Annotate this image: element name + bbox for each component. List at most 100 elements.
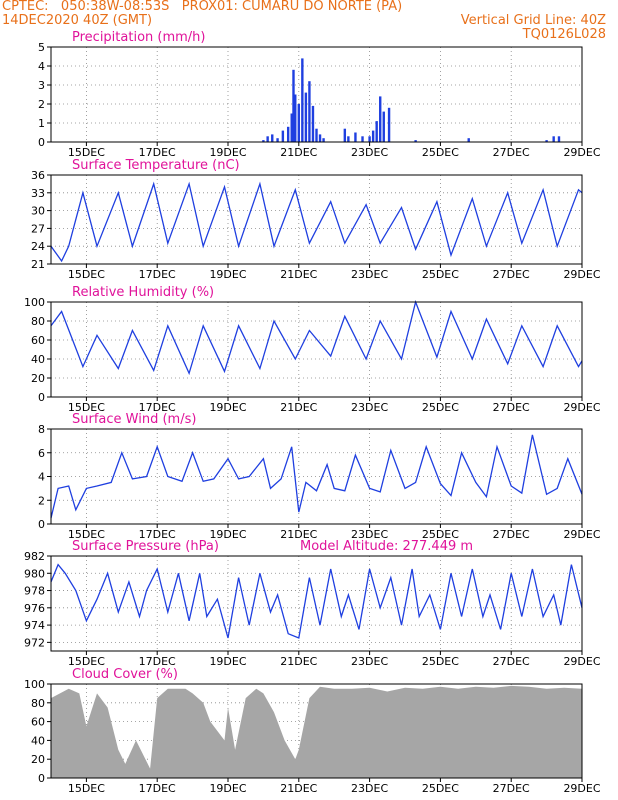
rh-frame	[50, 301, 583, 398]
temp-ytick-label: 27	[31, 222, 45, 235]
precip-bar	[297, 104, 300, 142]
wind-ytick-label: 2	[38, 494, 45, 507]
precip-bar	[368, 136, 371, 142]
cloud-xtick-label: 25DEC	[422, 782, 459, 795]
cloud-ytick-label: 20	[31, 753, 45, 766]
wind-ytick-label: 0	[38, 518, 45, 531]
rh-title: Relative Humidity (%)	[72, 285, 214, 300]
precip-xtick-label: 17DEC	[139, 146, 176, 159]
temp-series-line	[50, 181, 583, 263]
precip-bar	[262, 140, 265, 142]
press-title: Surface Pressure (hPa)	[72, 539, 219, 554]
rh-series-line	[50, 299, 583, 376]
precip-bar	[557, 136, 561, 142]
precip-ytick-label: 3	[38, 79, 45, 92]
precip-bar	[379, 96, 382, 142]
cloud-xtick-label: 23DEC	[351, 782, 388, 795]
temp-xtick-label: 27DEC	[493, 268, 530, 281]
precip-bar	[382, 111, 385, 142]
rh-xtick-label: 23DEC	[351, 401, 388, 414]
press-xtick-label: 17DEC	[139, 655, 176, 668]
cloud-ytick-label: 0	[38, 772, 45, 785]
precip-bar	[387, 107, 391, 142]
header-model-code: TQ0126L028	[522, 27, 606, 42]
cloud-ytick-label: 100	[24, 678, 45, 691]
wind-xtick-label: 21DEC	[280, 528, 317, 541]
press-series-line	[50, 563, 583, 639]
press-ytick-label: 972	[24, 636, 45, 649]
press-ytick-label: 980	[24, 567, 45, 580]
rh-ytick-label: 20	[31, 372, 45, 385]
precip-bar	[276, 138, 279, 142]
press-xtick-label: 23DEC	[351, 655, 388, 668]
temp-title: Surface Temperature (nC)	[72, 158, 240, 173]
temp-ytick-label: 30	[31, 205, 45, 218]
precip-xtick-label: 23DEC	[351, 146, 388, 159]
wind-ytick-label: 8	[38, 423, 45, 436]
temp-ytick-label: 36	[31, 169, 45, 182]
header-date: 14DEC2020 40Z (GMT)	[2, 13, 153, 28]
precip-bar	[281, 130, 285, 142]
precip-xtick-label: 25DEC	[422, 146, 459, 159]
precip-ytick-label: 2	[38, 98, 45, 111]
precip-ytick-label: 5	[38, 41, 45, 54]
precip-xtick-label: 15DEC	[68, 146, 105, 159]
precip-ytick-label: 0	[38, 136, 45, 149]
cloud-xtick-label: 29DEC	[563, 782, 600, 795]
press-xtick-label: 27DEC	[493, 655, 530, 668]
header-grid-note: Vertical Grid Line: 40Z	[460, 13, 606, 28]
precip-bar	[266, 136, 269, 142]
precip-bar	[271, 134, 274, 142]
precip-bar	[375, 121, 378, 142]
rh-xtick-label: 25DEC	[422, 401, 459, 414]
cloud-ytick-label: 40	[31, 734, 45, 747]
press-xtick-label: 15DEC	[68, 655, 105, 668]
temp-xtick-label: 29DEC	[563, 268, 600, 281]
rh-ytick-label: 40	[31, 353, 45, 366]
wind-xtick-label: 23DEC	[351, 528, 388, 541]
temp-xtick-label: 21DEC	[280, 268, 317, 281]
precip-xtick-label: 29DEC	[563, 146, 600, 159]
rh-xtick-label: 27DEC	[493, 401, 530, 414]
cloud-title: Cloud Cover (%)	[72, 667, 178, 682]
rh-xtick-label: 17DEC	[139, 401, 176, 414]
precip-bar	[414, 140, 417, 142]
precip-bar	[318, 134, 322, 142]
precip-xtick-label: 19DEC	[209, 146, 246, 159]
rh-xtick-label: 21DEC	[280, 401, 317, 414]
precip-bar	[361, 136, 364, 142]
cloud-xtick-label: 19DEC	[209, 782, 246, 795]
temp-frame	[50, 174, 583, 265]
temp-xtick-label: 17DEC	[139, 268, 176, 281]
precip-bar	[292, 69, 295, 142]
precip-bar	[347, 136, 350, 142]
wind-xtick-label: 15DEC	[68, 528, 105, 541]
precip-xtick-label: 27DEC	[493, 146, 530, 159]
temp-xtick-label: 23DEC	[351, 268, 388, 281]
precip-bar	[315, 128, 318, 142]
precip-bar	[343, 128, 347, 142]
wind-frame	[50, 428, 583, 525]
temp-xtick-label: 25DEC	[422, 268, 459, 281]
cloud-ytick-label: 80	[31, 697, 45, 710]
precip-ytick-label: 1	[38, 117, 45, 130]
precip-title: Precipitation (mm/h)	[72, 30, 205, 45]
press-ytick-label: 974	[24, 619, 45, 632]
header-line1: CPTEC: 050:38W-08:53S PROX01: CUMARU DO …	[2, 0, 403, 14]
cloud-xtick-label: 15DEC	[68, 782, 105, 795]
rh-ytick-label: 80	[31, 315, 45, 328]
temp-xtick-label: 19DEC	[209, 268, 246, 281]
precip-bar	[286, 126, 290, 142]
press-xtick-label: 29DEC	[563, 655, 600, 668]
cloud-xtick-label: 17DEC	[139, 782, 176, 795]
precip-bar	[467, 138, 470, 142]
wind-title: Surface Wind (m/s)	[72, 412, 196, 427]
rh-xtick-label: 19DEC	[209, 401, 246, 414]
wind-xtick-label: 19DEC	[209, 528, 246, 541]
precip-bar	[301, 58, 304, 142]
precip-bar	[545, 140, 548, 142]
rh-xtick-label: 29DEC	[563, 401, 600, 414]
precip-bar	[354, 132, 357, 142]
temp-ytick-label: 33	[31, 187, 45, 200]
